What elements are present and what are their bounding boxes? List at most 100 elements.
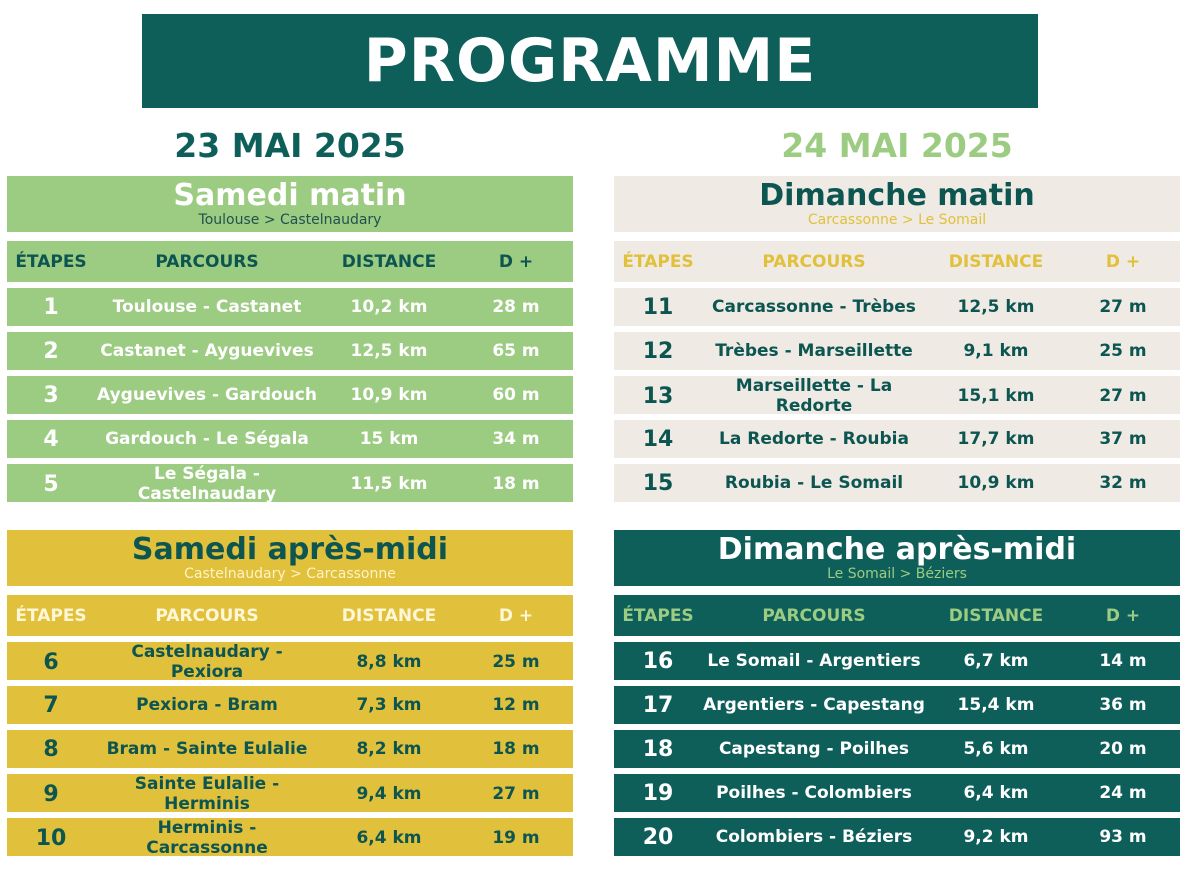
stage-route: Ayguevives - Gardouch [97, 385, 317, 405]
stage-dplus: 18 m [492, 474, 540, 494]
col-distance: DISTANCE [341, 251, 437, 272]
stage-dplus: 32 m [1099, 473, 1147, 493]
column-headers: ÉTAPES PARCOURS DISTANCE D + [614, 595, 1180, 636]
table-row: 13 Marseillette - La Redorte 15,1 km 27 m [614, 376, 1180, 416]
page-title: PROGRAMME [142, 14, 1038, 108]
col-dplus: D + [1105, 605, 1141, 626]
table-row: 6 Castelnaudary - Pexiora 8,8 km 25 m [7, 642, 573, 682]
stage-route: Capestang - Poilhes [718, 739, 910, 759]
col-dplus: D + [1105, 251, 1141, 272]
col-parcours: PARCOURS [155, 605, 259, 626]
stage-route: Castelnaudary - Pexiora [131, 642, 283, 682]
stage-dplus: 27 m [1099, 297, 1147, 317]
stage-dplus: 25 m [492, 652, 540, 672]
table-row: 16 Le Somail - Argentiers 6,7 km 14 m [614, 642, 1180, 680]
column-headers: ÉTAPES PARCOURS DISTANCE D + [614, 241, 1180, 282]
stage-distance: 17,7 km [957, 429, 1035, 449]
day-1-date: 23 MAI 2025 [174, 126, 406, 165]
stage-distance: 9,1 km [963, 341, 1029, 361]
col-dplus: D + [498, 251, 534, 272]
stage-number: 3 [43, 382, 59, 408]
stage-dplus: 93 m [1099, 827, 1147, 847]
stage-dplus: 60 m [492, 385, 540, 405]
stage-route: Argentiers - Capestang [703, 695, 925, 715]
stage-distance: 15 km [359, 429, 419, 449]
stage-number: 20 [642, 824, 674, 850]
stage-dplus: 19 m [492, 828, 540, 848]
stage-route: Gardouch - Le Ségala [105, 429, 309, 449]
col-parcours: PARCOURS [155, 251, 259, 272]
stage-dplus: 28 m [492, 297, 540, 317]
col-etapes: ÉTAPES [622, 605, 694, 626]
stage-number: 7 [43, 692, 59, 718]
stage-number: 9 [43, 781, 59, 807]
stage-dplus: 37 m [1099, 429, 1147, 449]
table-row: 12 Trèbes - Marseillette 9,1 km 25 m [614, 332, 1180, 370]
stage-route: Pexiora - Bram [136, 695, 278, 715]
stage-route: Marseillette - La Redorte [735, 376, 893, 416]
col-dplus: D + [498, 605, 534, 626]
stage-route: Toulouse - Castanet [112, 297, 302, 317]
stage-distance: 6,4 km [963, 783, 1029, 803]
stage-distance: 11,5 km [350, 474, 428, 494]
panel-route: Toulouse > Castelnaudary [198, 212, 382, 228]
stage-distance: 10,2 km [350, 297, 428, 317]
stage-route: Herminis - Carcassonne [146, 818, 268, 858]
stage-route: Trèbes - Marseillette [715, 341, 913, 361]
stage-number: 15 [642, 470, 674, 496]
stage-number: 1 [43, 294, 59, 320]
stage-distance: 12,5 km [350, 341, 428, 361]
table-row: 15 Roubia - Le Somail 10,9 km 32 m [614, 464, 1180, 502]
stage-number: 13 [642, 383, 674, 409]
panel-title: Samedi matin [173, 178, 407, 213]
stage-distance: 10,9 km [350, 385, 428, 405]
stage-distance: 9,4 km [356, 784, 422, 804]
table-row: 5 Le Ségala - Castelnaudary 11,5 km 18 m [7, 464, 573, 504]
panel-route: Castelnaudary > Carcassonne [184, 566, 396, 582]
stage-distance: 10,9 km [957, 473, 1035, 493]
stage-number: 16 [642, 648, 674, 674]
stage-number: 8 [43, 736, 59, 762]
stage-route: Le Ségala - Castelnaudary [137, 464, 277, 504]
stage-distance: 6,4 km [356, 828, 422, 848]
stage-dplus: 24 m [1099, 783, 1147, 803]
table-row: 11 Carcassonne - Trèbes 12,5 km 27 m [614, 288, 1180, 326]
stage-dplus: 18 m [492, 739, 540, 759]
table-row: 4 Gardouch - Le Ségala 15 km 34 m [7, 420, 573, 458]
stage-number: 11 [642, 294, 674, 320]
panel-header: Dimanche matin Carcassonne > Le Somail [614, 176, 1180, 232]
table-row: 1 Toulouse - Castanet 10,2 km 28 m [7, 288, 573, 326]
panel-samedi-apres-midi: Samedi après-midi Castelnaudary > Carcas… [7, 530, 573, 858]
stage-route: Le Somail - Argentiers [707, 651, 921, 671]
stage-number: 10 [35, 825, 67, 851]
stage-dplus: 65 m [492, 341, 540, 361]
stage-dplus: 27 m [1099, 386, 1147, 406]
stage-route: Bram - Sainte Eulalie [106, 739, 308, 759]
stage-number: 5 [43, 471, 59, 497]
stage-number: 2 [43, 338, 59, 364]
panel-header: Dimanche après-midi Le Somail > Béziers [614, 530, 1180, 586]
stage-number: 17 [642, 692, 674, 718]
column-headers: ÉTAPES PARCOURS DISTANCE D + [7, 595, 573, 636]
stage-route: Roubia - Le Somail [724, 473, 904, 493]
stage-route: Colombiers - Béziers [715, 827, 913, 847]
stage-route: Carcassonne - Trèbes [712, 297, 916, 317]
stage-dplus: 36 m [1099, 695, 1147, 715]
panel-route: Le Somail > Béziers [827, 566, 967, 582]
col-distance: DISTANCE [948, 605, 1044, 626]
stage-number: 14 [642, 426, 674, 452]
stage-number: 19 [642, 780, 674, 806]
stage-route: Sainte Eulalie - Herminis [134, 774, 280, 814]
column-headers: ÉTAPES PARCOURS DISTANCE D + [7, 241, 573, 282]
panel-header: Samedi après-midi Castelnaudary > Carcas… [7, 530, 573, 586]
panel-dimanche-apres-midi: Dimanche après-midi Le Somail > Béziers … [614, 530, 1180, 856]
table-row: 14 La Redorte - Roubia 17,7 km 37 m [614, 420, 1180, 458]
table-row: 10 Herminis - Carcassonne 6,4 km 19 m [7, 818, 573, 858]
panel-title: Samedi après-midi [131, 532, 449, 567]
table-row: 3 Ayguevives - Gardouch 10,9 km 60 m [7, 376, 573, 414]
table-row: 18 Capestang - Poilhes 5,6 km 20 m [614, 730, 1180, 768]
table-row: 9 Sainte Eulalie - Herminis 9,4 km 27 m [7, 774, 573, 814]
col-parcours: PARCOURS [762, 605, 866, 626]
col-etapes: ÉTAPES [15, 605, 87, 626]
panel-title: Dimanche matin [759, 178, 1035, 213]
